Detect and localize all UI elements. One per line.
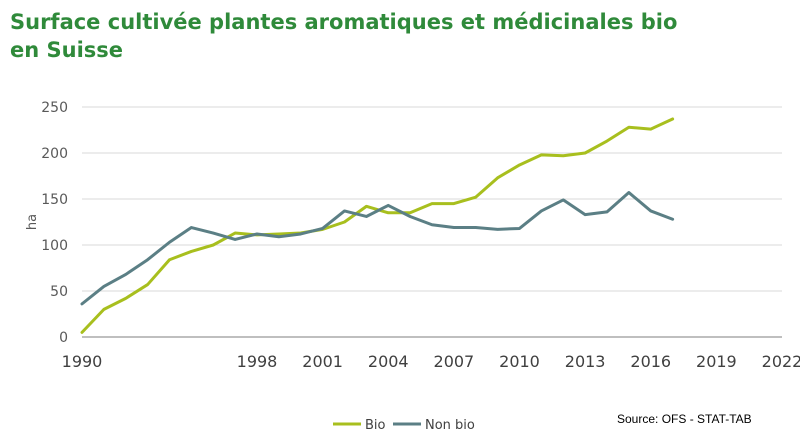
data-point bbox=[343, 220, 346, 224]
data-point bbox=[190, 250, 193, 253]
data-point bbox=[233, 231, 237, 235]
data-point bbox=[299, 232, 302, 236]
data-point bbox=[387, 211, 390, 214]
data-point bbox=[474, 195, 477, 199]
x-tick-label: 1998 bbox=[237, 352, 278, 371]
data-point bbox=[146, 258, 149, 261]
data-point bbox=[80, 302, 84, 306]
x-tick-label: 2010 bbox=[499, 352, 540, 371]
data-point bbox=[496, 228, 499, 231]
y-tick-label: 200 bbox=[41, 146, 68, 162]
legend-label: Non bio bbox=[425, 418, 475, 433]
data-point bbox=[627, 191, 631, 194]
data-point bbox=[540, 153, 543, 157]
data-point bbox=[583, 213, 587, 216]
y-tick-label: 0 bbox=[59, 330, 68, 346]
x-tick-label: 1990 bbox=[62, 352, 103, 371]
data-point bbox=[387, 204, 390, 207]
x-tick-label: 2013 bbox=[565, 352, 606, 371]
data-point bbox=[408, 211, 412, 214]
series-line-non-bio bbox=[80, 191, 675, 306]
data-point bbox=[212, 243, 215, 247]
data-point bbox=[343, 209, 346, 213]
data-point bbox=[518, 163, 521, 167]
data-point bbox=[671, 117, 674, 121]
x-tick-label: 2019 bbox=[696, 352, 737, 371]
data-point bbox=[452, 202, 456, 205]
data-point bbox=[146, 283, 149, 286]
y-axis-ticks: 0 50 100 150 200 250 bbox=[41, 100, 68, 346]
x-axis-ticks: 1990 1998 2001 2004 2007 2010 2013 2016 2019 2022 bbox=[62, 352, 800, 371]
data-point bbox=[233, 238, 237, 241]
data-point bbox=[277, 232, 281, 236]
series-line-bio bbox=[80, 117, 675, 334]
data-point bbox=[627, 126, 631, 129]
data-point bbox=[562, 154, 565, 157]
data-point bbox=[321, 227, 324, 230]
data-point bbox=[605, 210, 609, 214]
data-point bbox=[430, 223, 434, 226]
data-point bbox=[671, 218, 674, 221]
data-point bbox=[80, 331, 84, 334]
data-point bbox=[496, 176, 499, 180]
data-point bbox=[102, 308, 106, 311]
data-point bbox=[408, 215, 412, 218]
y-tick-label: 250 bbox=[41, 100, 68, 116]
data-point bbox=[168, 258, 171, 261]
data-point bbox=[430, 202, 434, 205]
x-tick-label: 2001 bbox=[302, 352, 343, 371]
data-point bbox=[474, 226, 477, 229]
x-tick-label: 2004 bbox=[368, 352, 409, 371]
data-point bbox=[190, 226, 193, 229]
legend-label: Bio bbox=[365, 418, 386, 433]
grid bbox=[82, 106, 782, 292]
data-point bbox=[518, 227, 521, 230]
data-point bbox=[365, 215, 368, 218]
data-point bbox=[649, 127, 652, 131]
source-note: Source: OFS - STAT-TAB bbox=[617, 412, 752, 426]
data-point bbox=[452, 226, 456, 229]
data-point bbox=[649, 209, 652, 213]
data-point bbox=[365, 205, 368, 208]
data-point bbox=[212, 231, 215, 235]
data-point bbox=[124, 297, 127, 300]
data-point bbox=[583, 151, 587, 155]
y-tick-label: 50 bbox=[50, 284, 68, 300]
data-point bbox=[540, 209, 543, 213]
data-point bbox=[124, 273, 127, 276]
y-tick-label: 100 bbox=[41, 238, 68, 254]
data-point bbox=[562, 198, 565, 202]
data-point bbox=[102, 285, 106, 288]
x-tick-label: 2022 bbox=[762, 352, 800, 371]
data-point bbox=[255, 232, 259, 236]
x-tick-label: 2007 bbox=[434, 352, 475, 371]
series-lines bbox=[80, 117, 675, 334]
x-tick-label: 2016 bbox=[630, 352, 671, 371]
data-point bbox=[277, 235, 281, 238]
legend: Bio Non bio bbox=[333, 418, 475, 433]
y-axis-label: ha bbox=[25, 214, 40, 230]
y-tick-label: 150 bbox=[41, 192, 68, 208]
data-point bbox=[605, 139, 609, 143]
data-point bbox=[168, 241, 171, 244]
chart-title: Surface cultivée plantes aromatiques et … bbox=[10, 10, 678, 62]
